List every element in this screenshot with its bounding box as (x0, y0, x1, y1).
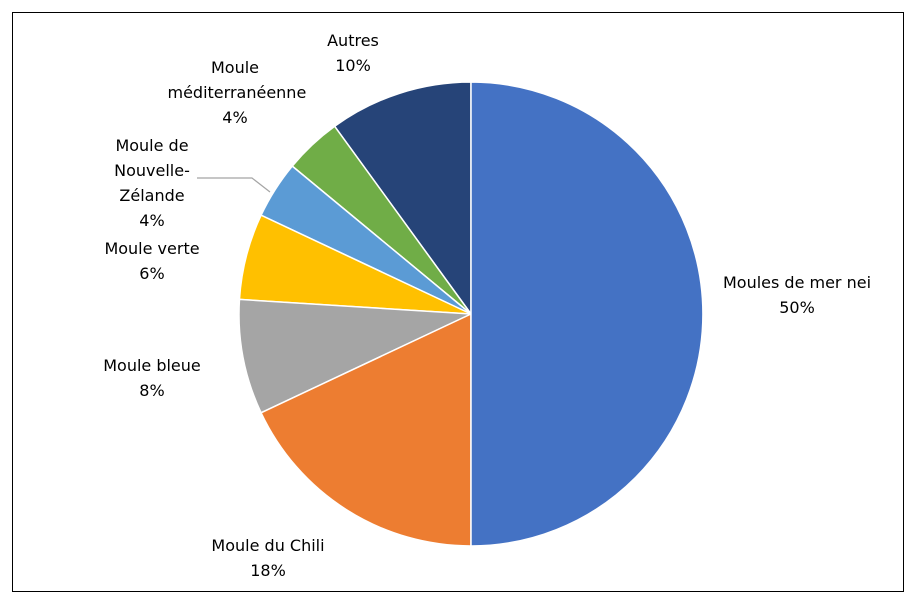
pie-slice (260, 312, 472, 547)
data-label: Autres 10% (303, 28, 403, 78)
value-label: 50% (779, 298, 815, 317)
value-label: 4% (222, 108, 248, 127)
value-label: 10% (335, 56, 371, 75)
value-label: 6% (139, 264, 165, 283)
category-label: Moules de mer nei (722, 273, 872, 292)
category-label: Moule méditerranéenne (167, 58, 307, 102)
category-label: Moule du Chili (211, 536, 325, 555)
pie-slice (470, 81, 704, 547)
value-label: 8% (139, 381, 165, 400)
value-label: 18% (250, 561, 286, 580)
category-label: Autres (327, 31, 379, 50)
pie-slice (238, 298, 472, 414)
leader-line (197, 177, 271, 193)
category-label: Moule verte (104, 239, 200, 258)
data-label: Moule méditerranéenne 4% (167, 55, 307, 130)
data-label: Moule bleue 8% (82, 353, 222, 403)
data-label: Moule du Chili 18% (183, 533, 353, 583)
pie-slice (333, 81, 472, 317)
data-label: Moule de Nouvelle-Zélande 4% (106, 133, 198, 233)
value-label: 4% (139, 211, 165, 230)
category-label: Moule de Nouvelle-Zélande (114, 136, 190, 205)
data-label: Moule verte 6% (82, 236, 222, 286)
category-label: Moule bleue (103, 356, 201, 375)
data-label: Moules de mer nei 50% (722, 270, 872, 320)
